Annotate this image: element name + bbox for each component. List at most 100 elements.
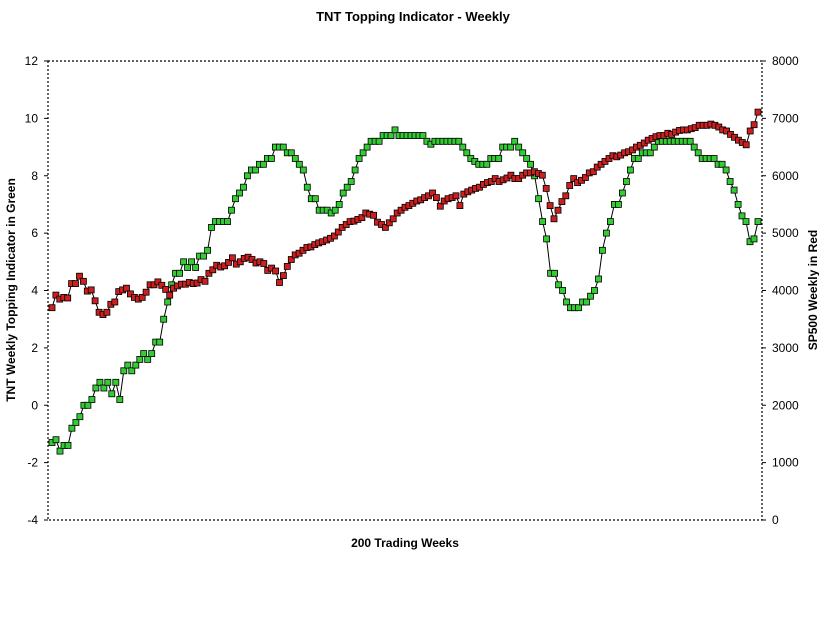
tnt-point — [224, 218, 231, 226]
tnt-point — [259, 160, 267, 168]
tnt-point — [311, 195, 319, 203]
tnt-point — [347, 178, 355, 185]
sp500-point — [582, 174, 589, 181]
sp500-point — [742, 141, 750, 149]
tnt-point — [543, 235, 550, 243]
tnt-point — [730, 186, 738, 194]
tnt-point — [551, 269, 558, 277]
sp500-point — [385, 219, 393, 227]
tnt-point — [132, 361, 140, 369]
tnt-point — [623, 178, 630, 185]
sp500-point — [209, 266, 217, 274]
tnt-line — [51, 129, 759, 453]
sp500-point — [260, 260, 268, 267]
sp500-point — [64, 294, 72, 302]
y-right-tick-label: 5000 — [772, 226, 799, 240]
x-axis-title: 200 Trading Weeks — [351, 536, 459, 550]
tnt-point — [331, 206, 339, 214]
tnt-point — [595, 275, 602, 283]
tnt-point — [156, 338, 164, 346]
tnt-point — [160, 315, 168, 323]
tnt-point — [339, 189, 347, 197]
tnt-point — [627, 166, 634, 174]
tnt-point — [690, 143, 698, 151]
sp500-point — [550, 215, 558, 223]
sp500-point — [750, 121, 758, 129]
sp500-point — [570, 175, 578, 183]
tnt-point — [686, 137, 694, 145]
sp500-point — [566, 182, 574, 189]
tnt-point — [287, 149, 295, 157]
sp500-point — [538, 171, 546, 179]
y-right-tick-label: 7000 — [772, 111, 799, 125]
tnt-point — [483, 160, 491, 168]
y-left-tick-label: -4 — [27, 513, 38, 527]
tnt-point — [204, 246, 212, 254]
tnt-point — [511, 137, 519, 145]
tnt-point — [279, 143, 287, 151]
tnt-point — [76, 413, 84, 421]
tnt-point — [563, 298, 570, 306]
tnt-point — [359, 149, 367, 157]
tnt-point — [523, 155, 531, 162]
y-left-tick-label: 4 — [31, 284, 38, 298]
sp500-point — [542, 184, 550, 192]
tnt-point — [251, 166, 259, 174]
tnt-point — [295, 160, 303, 168]
tnt-point — [519, 149, 527, 157]
tnt-point — [455, 137, 463, 145]
tnt-point — [459, 143, 467, 151]
tnt-point — [742, 218, 750, 226]
sp500-point — [272, 267, 280, 275]
sp500-point — [87, 286, 95, 294]
tnt-point — [176, 269, 184, 277]
tnt-point — [180, 258, 188, 266]
tnt-point — [646, 149, 654, 157]
tnt-point — [208, 223, 215, 231]
tnt-point — [355, 155, 363, 162]
tnt-point — [734, 200, 742, 208]
tnt-point — [124, 361, 132, 369]
tnt-point — [387, 132, 395, 140]
tnt-point — [56, 447, 64, 455]
tnt-point — [112, 378, 120, 386]
y-right-tick-label: 0 — [772, 513, 779, 527]
tnt-point — [607, 218, 614, 226]
tnt-point — [710, 155, 718, 162]
y-left-tick-label: 0 — [31, 398, 38, 412]
sp500-point — [76, 272, 83, 280]
tnt-point — [738, 212, 746, 220]
sp500-point — [283, 262, 291, 270]
tnt-point — [463, 149, 471, 157]
sp500-point — [158, 281, 166, 289]
tnt-point — [363, 143, 371, 151]
tnt-point — [535, 195, 542, 203]
tnt-point — [136, 355, 144, 363]
sp500-point — [746, 127, 754, 135]
sp500-point — [138, 293, 146, 301]
y-right-tick-label: 4000 — [772, 284, 799, 298]
tnt-point — [192, 264, 200, 271]
tnt-point — [559, 287, 566, 294]
sp500-point — [142, 288, 150, 296]
y-axis-left-title: TNT Weekly Topping Indicator in Green — [4, 178, 18, 402]
tnt-point — [116, 396, 124, 403]
sp500-point — [127, 290, 134, 298]
sp500-point — [48, 304, 56, 312]
tnt-point — [128, 367, 136, 375]
sp500-point — [72, 280, 79, 288]
y-right-tick-label: 2000 — [772, 398, 799, 412]
sp500-point — [103, 308, 111, 316]
tnt-point — [587, 292, 594, 300]
sp500-point — [370, 211, 378, 219]
tnt-point — [343, 183, 351, 191]
sp500-point — [358, 214, 366, 222]
sp500-point — [123, 284, 130, 292]
tnt-point — [527, 160, 534, 168]
tnt-point — [718, 160, 726, 168]
sp500-point — [162, 285, 170, 293]
y-left-tick-label: 2 — [31, 341, 38, 355]
tnt-point — [722, 166, 730, 174]
tnt-point — [750, 235, 758, 243]
